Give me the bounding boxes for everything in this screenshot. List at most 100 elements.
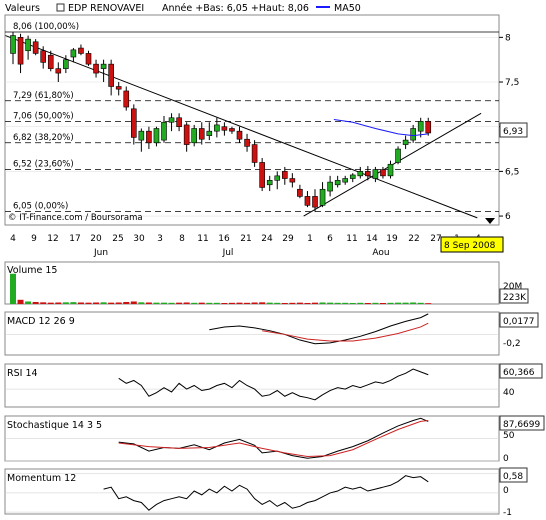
price-xtick-label: 20 [90, 234, 102, 244]
volume-bar [191, 302, 198, 304]
volume-panel-frame [4, 261, 500, 305]
volume-bar [183, 302, 190, 304]
stochastic-ytick-0: 0 [503, 454, 509, 464]
date-badge-text: 8 Sep 2008 [444, 241, 496, 251]
candle-body [425, 121, 432, 134]
volume-bar [115, 302, 122, 304]
volume-ytick: 20M [503, 282, 522, 292]
volume-bar [213, 302, 220, 304]
volume-bar [281, 302, 288, 304]
macd-title: MACD 12 26 9 [7, 316, 75, 327]
candle-body [221, 126, 228, 131]
indicator-line [118, 420, 429, 458]
volume-bar [168, 302, 175, 304]
price-value-badge [499, 122, 528, 138]
volume-bar [379, 302, 386, 304]
price-xtick-label: 17 [69, 234, 80, 244]
macd-ytick: -0,2 [503, 339, 521, 349]
candle-body [100, 63, 107, 69]
momentum-value-badge [499, 467, 528, 483]
candle-body [123, 90, 130, 108]
candle-body [138, 130, 145, 141]
volume-bar [425, 303, 432, 304]
candle-body [47, 54, 54, 69]
ma50-line [333, 119, 429, 137]
candle-body [342, 178, 349, 183]
volume-panel: Volume 15 20M 223K [4, 261, 529, 305]
fibonacci-label: 6,52 (23,60%) [13, 160, 74, 170]
price-xtick-label: 30 [133, 234, 145, 244]
fibonacci-label-bg [11, 20, 79, 31]
price-ytick-label: 7,5 [505, 78, 519, 88]
price-xtick-label: 16 [218, 234, 230, 244]
price-xtick-label: 22 [408, 234, 419, 244]
candle-body [131, 108, 137, 138]
candle-body [372, 169, 379, 179]
volume-bar [410, 302, 417, 304]
volume-bar [138, 302, 145, 304]
candle-body [32, 41, 39, 54]
symbol-legend-icon [56, 3, 65, 12]
scroll-down-icon[interactable] [485, 218, 495, 224]
candle-body [40, 50, 47, 63]
volume-bar [77, 302, 84, 304]
month-label: Jul [222, 248, 234, 258]
price-xtick-label: 1 [307, 234, 313, 244]
volume-bar [130, 301, 137, 304]
candle-body [78, 47, 84, 54]
volume-bar [244, 302, 251, 304]
stochastic-panel: Stochastique 14 3 5 87,6699 50 0 [4, 415, 545, 464]
candle-body [266, 180, 273, 186]
candle-body [229, 128, 235, 132]
candle-body [214, 124, 220, 132]
candle-body [206, 130, 213, 136]
volume-bar [402, 302, 409, 304]
rsi-title: RSI 14 [7, 368, 38, 379]
price-ytick-label: 6 [505, 212, 511, 222]
volume-bar [395, 302, 402, 304]
momentum-current-value: 0,58 [503, 472, 523, 482]
date-badge [440, 236, 504, 253]
volume-bar [327, 302, 334, 304]
candle-body [85, 53, 92, 65]
candle-body [25, 38, 31, 52]
indicator-line [262, 322, 429, 342]
price-xtick-label: 24 [261, 234, 273, 244]
volume-bar [93, 302, 100, 304]
fibonacci-label-bg [11, 158, 79, 169]
trendline [5, 35, 478, 219]
momentum-title: Momentum 12 [7, 473, 76, 484]
price-xtick-label: 25 [112, 234, 123, 244]
rsi-panel: RSI 14 60,366 40 [4, 363, 543, 408]
volume-bar [364, 302, 371, 304]
fibonacci-label: 6,05 (0,00%) [13, 202, 68, 212]
header-indicator: MA50 [334, 3, 361, 14]
volume-bar [266, 302, 273, 304]
fibonacci-label-bg [11, 110, 79, 121]
price-xtick-label: 29 [282, 234, 294, 244]
momentum-ytick-neg1: -1 [503, 508, 512, 518]
volume-bar [153, 302, 160, 304]
indicator-line [209, 313, 429, 345]
momentum-panel-frame [4, 468, 500, 515]
indicator-line [118, 368, 429, 401]
price-xtick-label: 4 [10, 234, 16, 244]
volume-bar [228, 302, 235, 304]
price-panel: 8,06 (100,00%) 7,29 (61,80%) 7,06 (50,00%)… [4, 14, 519, 258]
candle-body [289, 178, 296, 183]
macd-panel: MACD 12 26 9 0,0177 -0,2 [4, 311, 539, 356]
candle-body [183, 124, 190, 145]
candle-body [10, 35, 16, 54]
volume-bar [342, 302, 349, 304]
volume-bar [289, 302, 296, 304]
volume-bar [47, 302, 54, 304]
fibonacci-label-bg [11, 131, 79, 142]
candle-body [274, 175, 281, 181]
candle-body [236, 130, 243, 140]
price-xtick-label: 8 [179, 234, 185, 244]
candle-body [349, 174, 356, 179]
volume-bar [274, 302, 281, 304]
volume-title: Volume 15 [7, 265, 57, 276]
month-label: Aou [372, 248, 389, 258]
volume-bar [161, 302, 167, 304]
